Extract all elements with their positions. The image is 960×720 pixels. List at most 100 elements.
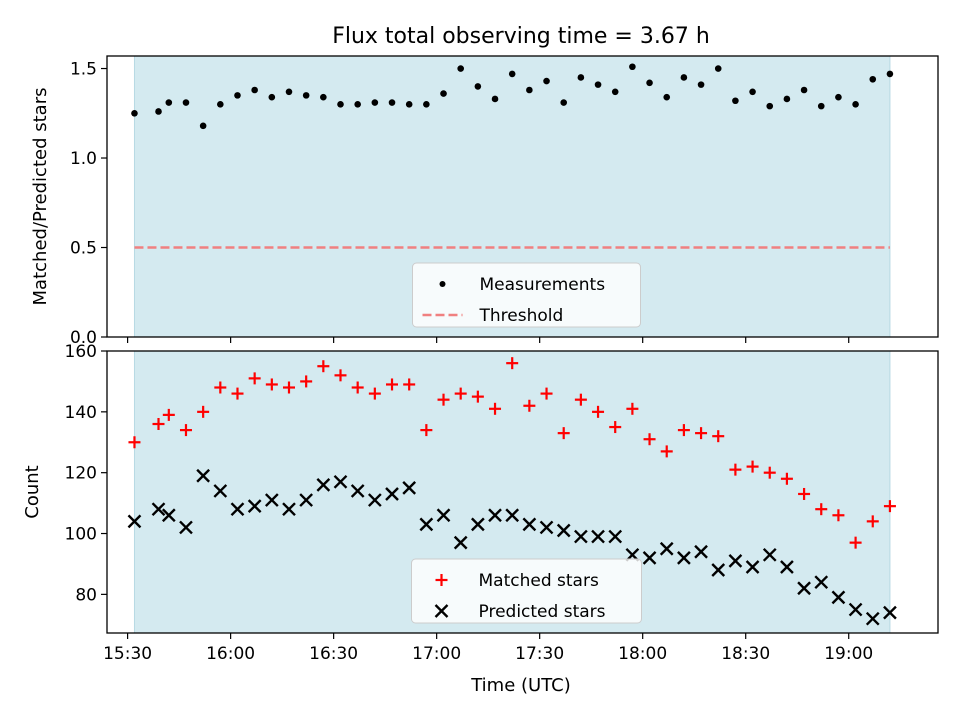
measurement-point xyxy=(217,101,224,108)
figure-title: Flux total observing time = 3.67 h xyxy=(332,24,710,49)
predicted-star-marker xyxy=(333,474,348,489)
predicted-star-marker xyxy=(591,529,605,544)
measurement-point xyxy=(388,99,396,106)
legend-marker-matched xyxy=(435,574,448,586)
predicted-star-marker xyxy=(883,605,897,620)
measurement-point xyxy=(199,122,207,130)
predicted-star-marker xyxy=(127,514,142,529)
bottom-ytick-label: 100 xyxy=(65,525,97,545)
predicted-star-marker xyxy=(745,560,760,574)
measurement-point xyxy=(543,77,550,85)
panel-bottom: 80 100 120 140 160 15:30 16:00 16:30 17:00 17:30 1… xyxy=(22,342,939,664)
predicted-star-marker xyxy=(556,523,571,538)
measurement-point xyxy=(749,88,756,96)
predicted-star-marker xyxy=(151,502,166,517)
predicted-star-marker xyxy=(402,481,417,495)
predicted-star-marker xyxy=(797,581,811,596)
matched-star-marker xyxy=(832,509,845,522)
predicted-star-marker xyxy=(539,520,554,535)
matched-star-marker xyxy=(197,405,210,418)
predicted-star-marker xyxy=(608,529,623,544)
legend-box xyxy=(412,262,641,328)
matched-star-marker xyxy=(128,436,141,449)
matched-star-marker xyxy=(798,487,811,500)
measurement-point xyxy=(526,86,533,94)
legend-label: Measurements xyxy=(480,275,606,295)
measurement-point xyxy=(577,74,585,81)
predicted-star-marker xyxy=(264,493,279,507)
matched-star-marker xyxy=(300,375,313,388)
measurement-point xyxy=(560,99,568,106)
predicted-star-marker xyxy=(230,502,245,517)
predicted-star-marker xyxy=(419,517,434,532)
xtick-label: 18:00 xyxy=(618,644,667,664)
matched-star-marker xyxy=(152,418,165,431)
predicted-star-marker xyxy=(367,493,382,507)
predicted-star-marker xyxy=(385,487,399,501)
matched-star-marker xyxy=(557,427,570,440)
measurement-point xyxy=(354,101,361,108)
predicted-star-marker xyxy=(350,484,365,498)
top-ytick-label: 1.5 xyxy=(70,60,97,80)
xtick-label: 18:30 xyxy=(721,644,770,664)
bottom-ytick-label: 80 xyxy=(75,585,97,605)
matched-star-marker xyxy=(437,393,450,406)
measurement-point xyxy=(680,74,688,81)
predicted-star-marker xyxy=(659,541,674,556)
matched-star-marker xyxy=(763,466,776,479)
predicted-star-marker xyxy=(505,508,520,523)
bottom-ytick-label: 160 xyxy=(65,342,97,362)
legend-box xyxy=(411,558,642,624)
measurement-point xyxy=(423,101,430,108)
matched-star-marker xyxy=(729,463,742,476)
legend-marker-predicted xyxy=(434,604,449,618)
predicted-star-marker xyxy=(522,517,537,532)
matched-star-marker xyxy=(643,433,656,446)
measurement-point xyxy=(869,75,877,83)
matched-star-marker xyxy=(351,381,364,394)
matched-star-marker xyxy=(368,387,381,400)
matched-star-marker xyxy=(403,378,416,391)
legend-label: Threshold xyxy=(479,306,564,326)
measurement-point xyxy=(320,93,327,101)
xtick-label: 15:30 xyxy=(103,644,152,664)
measurement-point xyxy=(337,101,344,108)
measurement-point xyxy=(852,101,859,108)
top-ytick-label: 0.0 xyxy=(70,328,97,348)
matched-star-marker xyxy=(162,408,175,421)
predicted-star-marker xyxy=(299,493,314,507)
predicted-star-marker xyxy=(711,563,726,577)
measurement-point xyxy=(663,93,671,101)
measurement-point xyxy=(835,93,842,101)
measurement-point xyxy=(440,90,447,97)
measurement-point xyxy=(251,86,258,94)
matched-star-marker xyxy=(471,390,484,403)
matched-star-marker xyxy=(574,393,587,406)
legend-label: Predicted stars xyxy=(479,602,606,622)
matched-star-marker xyxy=(677,424,690,437)
measurement-point xyxy=(594,81,602,88)
bottom-axes-frame xyxy=(106,350,939,634)
measurement-point xyxy=(474,83,482,90)
matched-star-marker xyxy=(231,387,244,400)
measurement-point xyxy=(371,99,379,106)
predicted-star-marker xyxy=(814,575,829,590)
matched-star-marker xyxy=(815,503,828,516)
measurement-point xyxy=(817,102,825,110)
top-ytick-label: 0.5 xyxy=(70,239,97,259)
predicted-star-marker xyxy=(179,520,193,535)
measurement-point xyxy=(629,63,636,71)
matched-star-marker xyxy=(626,402,639,415)
predicted-star-marker xyxy=(762,547,777,562)
matched-star-marker xyxy=(506,357,519,370)
xtick-label: 17:00 xyxy=(412,644,461,664)
measurement-point xyxy=(405,101,413,108)
measurement-point xyxy=(714,65,722,72)
measurement-point xyxy=(155,108,162,115)
legend-marker-measurements xyxy=(439,281,446,287)
panel-top: 0.0 0.5 1.0 1.5 Matched/Predicted stars Measu… xyxy=(30,55,939,348)
predicted-star-marker xyxy=(831,590,846,605)
predicted-star-marker xyxy=(453,535,468,550)
top-legend: Measurements Threshold xyxy=(412,262,641,328)
